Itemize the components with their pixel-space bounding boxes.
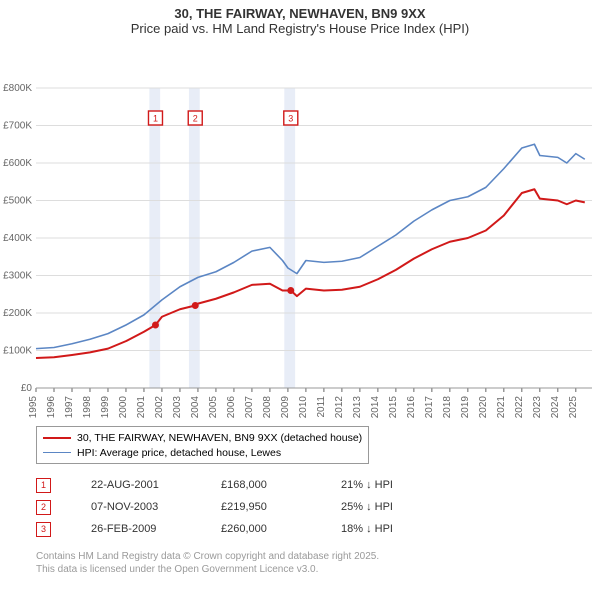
svg-text:2015: 2015 <box>388 396 399 419</box>
svg-text:2000: 2000 <box>118 396 129 419</box>
svg-text:2009: 2009 <box>280 396 291 419</box>
svg-text:£500K: £500K <box>3 196 32 207</box>
svg-text:2002: 2002 <box>154 396 165 419</box>
svg-text:2025: 2025 <box>568 396 579 419</box>
svg-text:2003: 2003 <box>172 396 183 419</box>
svg-text:£800K: £800K <box>3 83 32 94</box>
sale-table: 1 22-AUG-2001 £168,000 21% ↓ HPI 2 07-NO… <box>36 474 600 540</box>
svg-text:1995: 1995 <box>28 396 39 419</box>
legend-swatch-property <box>43 437 71 439</box>
sale-date: 07-NOV-2003 <box>91 501 221 513</box>
chart-svg: £0 £100K £200K £300K £400K £500K £600K £700K £80… <box>0 40 600 420</box>
svg-text:1999: 1999 <box>100 396 111 419</box>
title-sub: Price paid vs. HM Land Registry's House … <box>0 21 600 36</box>
legend-box: 30, THE FAIRWAY, NEWHAVEN, BN9 9XX (deta… <box>36 426 369 464</box>
svg-text:1997: 1997 <box>64 396 75 419</box>
sale-price: £260,000 <box>221 523 341 535</box>
svg-text:2022: 2022 <box>514 396 525 419</box>
sale-marker-1: 1 <box>36 478 51 493</box>
svg-text:1: 1 <box>153 114 158 124</box>
svg-text:2014: 2014 <box>370 396 381 419</box>
svg-text:2006: 2006 <box>226 396 237 419</box>
sale-date: 26-FEB-2009 <box>91 523 221 535</box>
svg-text:2: 2 <box>193 114 198 124</box>
sale-row: 2 07-NOV-2003 £219,950 25% ↓ HPI <box>36 496 600 518</box>
legend-row-property: 30, THE FAIRWAY, NEWHAVEN, BN9 9XX (deta… <box>43 430 362 445</box>
svg-text:£100K: £100K <box>3 346 32 357</box>
svg-text:2004: 2004 <box>190 396 201 419</box>
chart-container: 30, THE FAIRWAY, NEWHAVEN, BN9 9XX Price… <box>0 0 600 576</box>
chart-area: £0 £100K £200K £300K £400K £500K £600K £700K £80… <box>0 40 600 420</box>
svg-text:2018: 2018 <box>442 396 453 419</box>
svg-text:1998: 1998 <box>82 396 93 419</box>
svg-text:2001: 2001 <box>136 396 147 419</box>
sale-date: 22-AUG-2001 <box>91 479 221 491</box>
sale-row: 3 26-FEB-2009 £260,000 18% ↓ HPI <box>36 518 600 540</box>
title-main: 30, THE FAIRWAY, NEWHAVEN, BN9 9XX <box>0 6 600 21</box>
legend-label-hpi: HPI: Average price, detached house, Lewe… <box>77 447 281 459</box>
legend-swatch-hpi <box>43 452 71 453</box>
sale-row: 1 22-AUG-2001 £168,000 21% ↓ HPI <box>36 474 600 496</box>
svg-text:£300K: £300K <box>3 271 32 282</box>
sale-marker-3: 3 <box>36 522 51 537</box>
svg-text:2007: 2007 <box>244 396 255 419</box>
svg-text:2010: 2010 <box>298 396 309 419</box>
svg-text:£400K: £400K <box>3 233 32 244</box>
svg-text:2011: 2011 <box>316 396 327 418</box>
footer-line-2: This data is licensed under the Open Gov… <box>36 563 600 576</box>
sale-delta: 18% ↓ HPI <box>341 523 441 535</box>
sale-delta: 21% ↓ HPI <box>341 479 441 491</box>
svg-text:3: 3 <box>288 114 293 124</box>
sale-price: £168,000 <box>221 479 341 491</box>
legend-row-hpi: HPI: Average price, detached house, Lewe… <box>43 445 362 460</box>
svg-text:1996: 1996 <box>46 396 57 419</box>
sale-price: £219,950 <box>221 501 341 513</box>
footer-note: Contains HM Land Registry data © Crown c… <box>36 550 600 576</box>
svg-text:2020: 2020 <box>478 396 489 419</box>
svg-text:£200K: £200K <box>3 308 32 319</box>
title-block: 30, THE FAIRWAY, NEWHAVEN, BN9 9XX Price… <box>0 0 600 36</box>
footer-line-1: Contains HM Land Registry data © Crown c… <box>36 550 600 563</box>
svg-text:£0: £0 <box>21 383 33 394</box>
svg-text:2019: 2019 <box>460 396 471 419</box>
sale-marker-2: 2 <box>36 500 51 515</box>
svg-text:£600K: £600K <box>3 158 32 169</box>
svg-text:2021: 2021 <box>496 396 507 419</box>
svg-text:2013: 2013 <box>352 396 363 419</box>
svg-text:2005: 2005 <box>208 396 219 419</box>
sale-delta: 25% ↓ HPI <box>341 501 441 513</box>
svg-text:2017: 2017 <box>424 396 435 419</box>
svg-text:2008: 2008 <box>262 396 273 419</box>
svg-text:2012: 2012 <box>334 396 345 419</box>
svg-text:2024: 2024 <box>550 396 561 419</box>
svg-text:2023: 2023 <box>532 396 543 419</box>
legend-label-property: 30, THE FAIRWAY, NEWHAVEN, BN9 9XX (deta… <box>77 432 362 444</box>
svg-text:2016: 2016 <box>406 396 417 419</box>
svg-text:£700K: £700K <box>3 121 32 132</box>
